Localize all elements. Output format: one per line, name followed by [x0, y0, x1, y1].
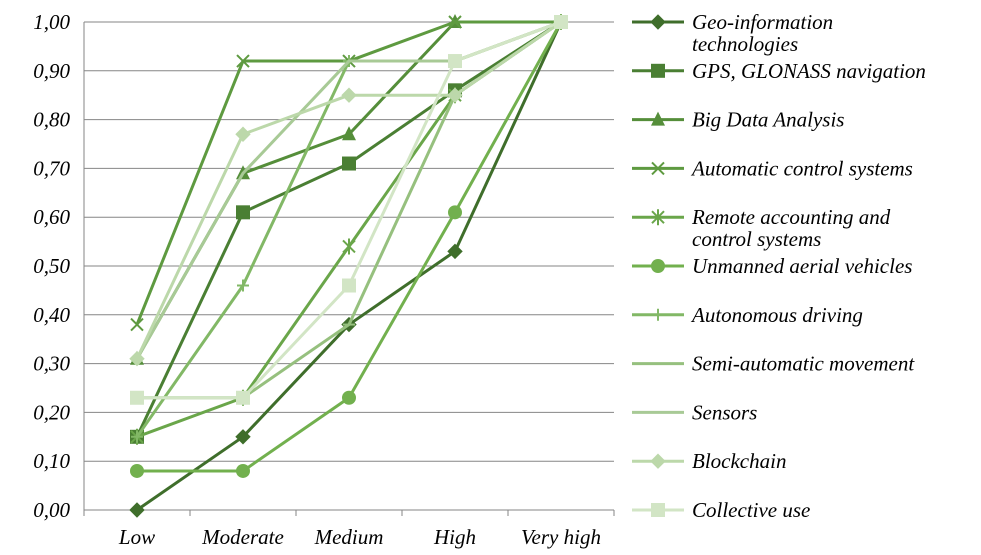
data-point [130, 463, 144, 478]
series-line [136, 20, 562, 439]
data-point [236, 205, 250, 220]
series-10 [130, 15, 568, 405]
legend-item: Blockchain [632, 449, 786, 473]
y-tick-label: 0,20 [33, 400, 70, 424]
legend-item: Autonomous driving [632, 303, 863, 327]
x-tick-label: Low [118, 525, 155, 549]
axis-layer: 0,00 0,10 0,20 0,30 0,40 0,50 0,60 0,70 0,80 0,90… [33, 10, 615, 549]
data-point [448, 205, 462, 220]
y-tick-label: 0,60 [33, 205, 70, 229]
series-line [135, 20, 562, 438]
data-point [235, 429, 251, 445]
data-point [129, 502, 145, 518]
x-tick-label: Very high [521, 525, 601, 549]
series-line [135, 20, 562, 360]
legend-item: Semi-automatic movement [632, 352, 915, 376]
data-point [448, 15, 462, 29]
legend-label: Sensors [692, 400, 757, 424]
series-line [137, 20, 562, 400]
x-tick-label: Moderate [201, 525, 284, 549]
data-point [131, 430, 143, 443]
legend: Geo-information technologies GPS, GLONASS … [632, 10, 926, 522]
y-tick-label: 0,90 [33, 59, 70, 83]
data-point [447, 243, 463, 260]
x-tick-label: Medium [314, 525, 384, 549]
legend-marker [651, 63, 665, 78]
legend-marker [651, 209, 665, 226]
series-line [135, 20, 562, 360]
data-point [236, 390, 250, 405]
series-1 [130, 15, 568, 444]
series-7 [131, 20, 567, 400]
legend-marker [651, 503, 665, 517]
legend-item: Big Data Analysis [632, 108, 844, 132]
series-9 [129, 14, 569, 367]
series-8 [135, 20, 562, 360]
data-point [236, 463, 250, 478]
data-point [236, 54, 250, 68]
y-tick-label: 0,80 [33, 108, 70, 132]
legend-marker [650, 453, 666, 469]
legend-label: Unmanned aerial vehicles [692, 254, 912, 278]
legend-label: Blockchain [692, 449, 786, 473]
legend-label: Automatic control systems [690, 156, 913, 180]
y-tick-label: 0,00 [33, 498, 70, 522]
legend-item: GPS, GLONASS navigation [632, 59, 926, 83]
y-tick-label: 0,10 [33, 449, 70, 473]
legend-label: Remote accounting and control systems [691, 205, 891, 251]
data-point [447, 87, 463, 103]
legend-label: Collective use [692, 498, 810, 522]
data-point [554, 15, 568, 29]
legend-marker [651, 161, 665, 176]
legend-marker [652, 308, 664, 321]
legend-label: Big Data Analysis [692, 108, 844, 132]
legend-label: Autonomous driving [690, 303, 863, 327]
legend-item: Unmanned aerial vehicles [632, 254, 912, 278]
data-point [342, 278, 356, 293]
y-tick-label: 0,70 [33, 156, 70, 180]
legend-item: Automatic control systems [632, 156, 913, 180]
data-point [341, 87, 357, 103]
legend-item: Collective use [632, 498, 810, 522]
legend-label: GPS, GLONASS navigation [692, 59, 926, 83]
series-layer [129, 14, 569, 518]
data-point [129, 351, 145, 367]
data-point [130, 317, 144, 332]
data-point [342, 390, 356, 405]
y-tick-label: 0,30 [33, 352, 70, 376]
legend-item: Geo-information technologies [632, 10, 833, 56]
legend-label: Semi-automatic movement [692, 352, 915, 376]
legend-marker [651, 259, 665, 273]
data-point [237, 279, 249, 292]
data-point [342, 238, 356, 255]
data-point [342, 126, 356, 141]
y-tick-label: 0,50 [33, 254, 70, 278]
y-tick-label: 0,40 [33, 303, 70, 327]
series-line [135, 20, 562, 438]
legend-label: Geo-information technologies [692, 10, 833, 56]
data-point [342, 156, 356, 171]
data-point [130, 390, 144, 405]
series-line [137, 20, 562, 400]
data-point [448, 54, 462, 69]
y-tick-label: 1,00 [33, 10, 70, 34]
legend-marker [651, 111, 665, 126]
series-4 [130, 14, 568, 445]
data-point [235, 126, 251, 142]
x-tick-label: High [433, 525, 476, 549]
series-6 [131, 16, 567, 443]
legend-item: Sensors [632, 400, 757, 424]
series-line [135, 20, 561, 360]
legend-item: Remote accounting and control systems [632, 205, 891, 251]
legend-marker [650, 14, 666, 30]
